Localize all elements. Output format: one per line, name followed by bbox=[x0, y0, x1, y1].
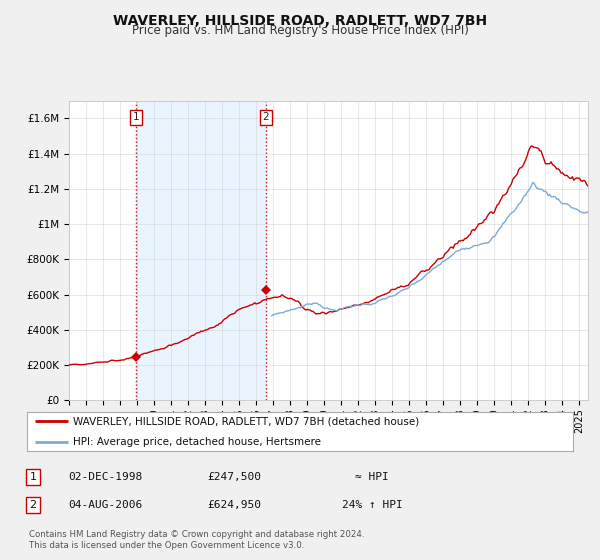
Text: WAVERLEY, HILLSIDE ROAD, RADLETT, WD7 7BH (detached house): WAVERLEY, HILLSIDE ROAD, RADLETT, WD7 7B… bbox=[73, 417, 419, 426]
Text: ≈ HPI: ≈ HPI bbox=[355, 472, 389, 482]
Text: This data is licensed under the Open Government Licence v3.0.: This data is licensed under the Open Gov… bbox=[29, 541, 304, 550]
Text: £624,950: £624,950 bbox=[207, 500, 261, 510]
Text: HPI: Average price, detached house, Hertsmere: HPI: Average price, detached house, Hert… bbox=[73, 437, 322, 447]
Bar bbox=[136, 101, 266, 400]
Text: 2: 2 bbox=[263, 112, 269, 122]
Text: 1: 1 bbox=[133, 112, 139, 122]
Text: £247,500: £247,500 bbox=[207, 472, 261, 482]
Text: 04-AUG-2006: 04-AUG-2006 bbox=[68, 500, 142, 510]
Text: 2: 2 bbox=[29, 500, 37, 510]
Text: WAVERLEY, HILLSIDE ROAD, RADLETT, WD7 7BH: WAVERLEY, HILLSIDE ROAD, RADLETT, WD7 7B… bbox=[113, 14, 487, 28]
Text: Price paid vs. HM Land Registry's House Price Index (HPI): Price paid vs. HM Land Registry's House … bbox=[131, 24, 469, 37]
Text: 1: 1 bbox=[29, 472, 37, 482]
Text: 02-DEC-1998: 02-DEC-1998 bbox=[68, 472, 142, 482]
Text: 24% ↑ HPI: 24% ↑ HPI bbox=[341, 500, 403, 510]
Text: Contains HM Land Registry data © Crown copyright and database right 2024.: Contains HM Land Registry data © Crown c… bbox=[29, 530, 364, 539]
